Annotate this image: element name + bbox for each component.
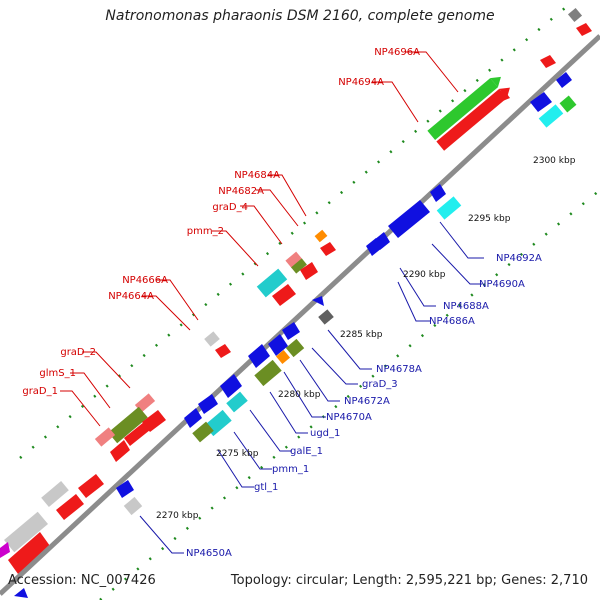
kbp-label-2275: 2275 kbp xyxy=(216,449,259,459)
gene-NP4696A-arrow xyxy=(490,76,501,88)
gene-blue-bottom[interactable] xyxy=(14,588,28,598)
gene-grey-low-2[interactable] xyxy=(4,511,48,553)
gene-red-low-6[interactable] xyxy=(8,532,50,574)
gene-green-tr[interactable] xyxy=(559,95,577,113)
kbp-label-2300: 2300 kbp xyxy=(533,156,576,166)
gene-NP4670A[interactable] xyxy=(275,349,291,365)
gene-grey-mid[interactable] xyxy=(318,309,334,325)
label-NP4682A: NP4682A xyxy=(218,186,264,197)
label-graD_3: graD_3 xyxy=(362,379,398,390)
label-NP4672A: NP4672A xyxy=(344,396,390,407)
gene-red-low-5[interactable] xyxy=(56,494,84,520)
gene-NP4694A[interactable] xyxy=(436,88,507,151)
gene-blue-mid-b[interactable] xyxy=(220,374,242,398)
gene-pmm_1[interactable] xyxy=(226,391,248,413)
gene-red-low-3[interactable] xyxy=(110,440,130,462)
gene-red-low-4[interactable] xyxy=(78,474,104,498)
gene-ugd_1[interactable] xyxy=(248,344,270,368)
gene-pmm_2[interactable] xyxy=(256,268,288,298)
gene-NP4692A[interactable] xyxy=(430,184,446,202)
kbp-label-2295: 2295 kbp xyxy=(468,214,511,224)
gene-blue-mid-c[interactable] xyxy=(198,394,218,414)
gene-blue-mid-d[interactable] xyxy=(184,408,202,428)
labels-minus: NP4692A NP4690A NP4688A NP4686A NP4678A … xyxy=(186,253,542,559)
kbp-label-2285: 2285 kbp xyxy=(340,330,383,340)
label-glmS_1: glmS_1 xyxy=(39,368,76,379)
gene-red-mid-2[interactable] xyxy=(272,284,296,306)
label-gtl_1: gtl_1 xyxy=(254,482,278,493)
kbp-label-2290: 2290 kbp xyxy=(403,270,446,280)
label-graD_2: graD_2 xyxy=(60,347,96,358)
map-title: Natronomonas pharaonis DSM 2160, complet… xyxy=(105,8,495,24)
gene-gtl_1[interactable] xyxy=(192,421,214,443)
tick-track-upper xyxy=(19,7,566,459)
leader-lines-minus xyxy=(139,221,484,554)
gene-small-red-1[interactable] xyxy=(492,90,510,103)
gene-NP4690A[interactable] xyxy=(436,196,462,220)
label-graD_1: graD_1 xyxy=(22,386,58,397)
kbp-scale-labels: 2270 kbp 2275 kbp 2280 kbp 2285 kbp 2290… xyxy=(156,156,576,521)
gene-NP4684A[interactable] xyxy=(314,229,328,243)
labels-plus: NP4696A NP4694A NP4684A NP4682A graD_4 p… xyxy=(22,47,420,397)
label-graD_4: graD_4 xyxy=(212,202,248,213)
gene-NP4696A[interactable] xyxy=(427,78,498,140)
gene-graD_3[interactable] xyxy=(282,322,300,340)
kbp-label-2270: 2270 kbp xyxy=(156,511,199,521)
gene-NP4688A[interactable] xyxy=(388,200,430,238)
gene-cyan-tr[interactable] xyxy=(538,104,564,128)
gene-galE_1[interactable] xyxy=(254,359,282,387)
gene-grey-low-1[interactable] xyxy=(41,481,69,507)
genome-backbone xyxy=(0,34,600,596)
label-NP4666A: NP4666A xyxy=(122,275,168,286)
gene-blue-mid-a[interactable] xyxy=(374,232,390,250)
gene-graD_2[interactable] xyxy=(134,393,156,413)
gene-NP4682A[interactable] xyxy=(320,242,336,256)
gene-grey-top[interactable] xyxy=(567,7,583,23)
gene-green-mid-1[interactable] xyxy=(285,338,305,358)
gene-NP4666A[interactable] xyxy=(204,331,220,347)
label-NP4670A: NP4670A xyxy=(326,412,372,423)
label-NP4696A: NP4696A xyxy=(374,47,420,58)
gene-blue-tr-2[interactable] xyxy=(556,72,572,88)
label-ugd_1: ugd_1 xyxy=(310,428,340,439)
label-NP4686A: NP4686A xyxy=(429,316,475,327)
label-NP4678A: NP4678A xyxy=(376,364,422,375)
label-NP4664A: NP4664A xyxy=(108,291,154,302)
genome-info-label: Topology: circular; Length: 2,595,221 bp… xyxy=(230,573,588,588)
leader-lines-plus xyxy=(60,51,459,427)
gene-graD_1[interactable] xyxy=(94,427,116,447)
gene-grey-low-3[interactable] xyxy=(123,496,143,516)
gene-small-red-3[interactable] xyxy=(576,23,592,36)
gene-glmS_1[interactable] xyxy=(108,406,148,444)
gene-red-low-2[interactable] xyxy=(124,422,150,446)
minus-strand-genes xyxy=(14,72,577,598)
gene-small-red-2[interactable] xyxy=(540,55,556,68)
label-pmm_2: pmm_2 xyxy=(187,226,224,237)
gene-red-mid-1[interactable] xyxy=(300,262,318,280)
label-NP4650A: NP4650A xyxy=(186,548,232,559)
accession-label: Accession: NC_007426 xyxy=(8,573,156,588)
label-galE_1: galE_1 xyxy=(290,446,323,457)
gene-NP4678A[interactable] xyxy=(312,296,324,306)
kbp-label-2280: 2280 kbp xyxy=(278,390,321,400)
label-pmm_1: pmm_1 xyxy=(272,464,309,475)
plus-strand-genes xyxy=(0,7,592,574)
gene-red-low-1[interactable] xyxy=(142,410,166,432)
label-NP4692A: NP4692A xyxy=(496,253,542,264)
label-NP4688A: NP4688A xyxy=(443,301,489,312)
gene-NP4650A[interactable] xyxy=(116,480,134,498)
gene-blue-tr-1[interactable] xyxy=(530,92,552,112)
gene-NP4672A[interactable] xyxy=(268,334,288,356)
tick-track-lower xyxy=(99,189,600,600)
label-NP4694A: NP4694A xyxy=(338,77,384,88)
gene-graD_4[interactable] xyxy=(285,251,303,269)
label-NP4690A: NP4690A xyxy=(479,279,525,290)
label-NP4684A: NP4684A xyxy=(234,170,280,181)
gene-magenta[interactable] xyxy=(0,542,10,558)
gene-NP4664A[interactable] xyxy=(215,344,231,358)
gene-graD_4-b[interactable] xyxy=(291,258,307,274)
